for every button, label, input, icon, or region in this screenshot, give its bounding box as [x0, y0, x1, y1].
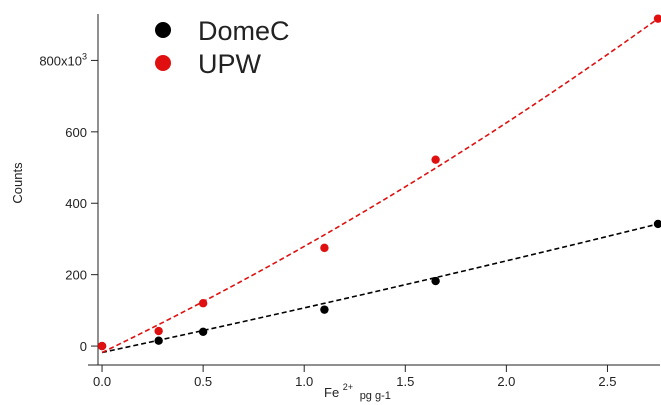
y-tick-label: 200 — [65, 268, 87, 283]
legend-label-domec: DomeC — [198, 16, 290, 46]
data-point-upw — [97, 341, 107, 351]
legend-label-upw: UPW — [198, 49, 262, 79]
legend-marker-domec — [155, 22, 171, 38]
x-tick-label: 1.0 — [295, 374, 313, 389]
fit-line-domec — [101, 223, 659, 354]
x-tick-label: 1.5 — [396, 374, 414, 389]
y-axis-label: Counts — [10, 162, 25, 204]
data-point-upw — [198, 299, 208, 308]
data-point-domec — [320, 305, 329, 314]
axis-labels: Counts Fe 2+ pg g-1 — [10, 162, 391, 402]
x-axis-label-base: Fe — [324, 385, 339, 400]
fit-lines — [101, 17, 659, 354]
data-point-upw — [431, 155, 440, 164]
y-tick-label: 600 — [65, 125, 87, 140]
data-points — [97, 14, 661, 351]
x-tick-label: 2.5 — [598, 374, 616, 389]
x-tick-label: 2.0 — [497, 374, 515, 389]
x-tick-label: 0.0 — [93, 374, 111, 389]
data-point-domec — [431, 276, 440, 286]
legend-marker-upw — [155, 55, 171, 71]
data-point-domec — [653, 219, 661, 229]
data-point-domec — [198, 327, 208, 336]
y-tick-label: 400 — [65, 196, 87, 211]
x-axis-label: Fe 2+ pg g-1 — [324, 378, 391, 402]
data-point-upw — [154, 326, 163, 336]
x-axis-label-superscript: 2+ — [343, 382, 353, 392]
y-tick-label: 0 — [80, 339, 87, 354]
axes: 0 200 400 600 800x103 0.0 0.5 1.0 1.5 2.0 2.5 — [39, 14, 660, 389]
y-tick-label: 800x103 — [39, 51, 87, 68]
data-point-upw — [653, 14, 661, 23]
fit-line-upw — [101, 17, 659, 354]
data-point-upw — [320, 243, 329, 253]
x-axis-label-subscript: pg g-1 — [360, 390, 391, 402]
data-point-domec — [154, 336, 163, 345]
x-tick-label: 0.5 — [194, 374, 212, 389]
